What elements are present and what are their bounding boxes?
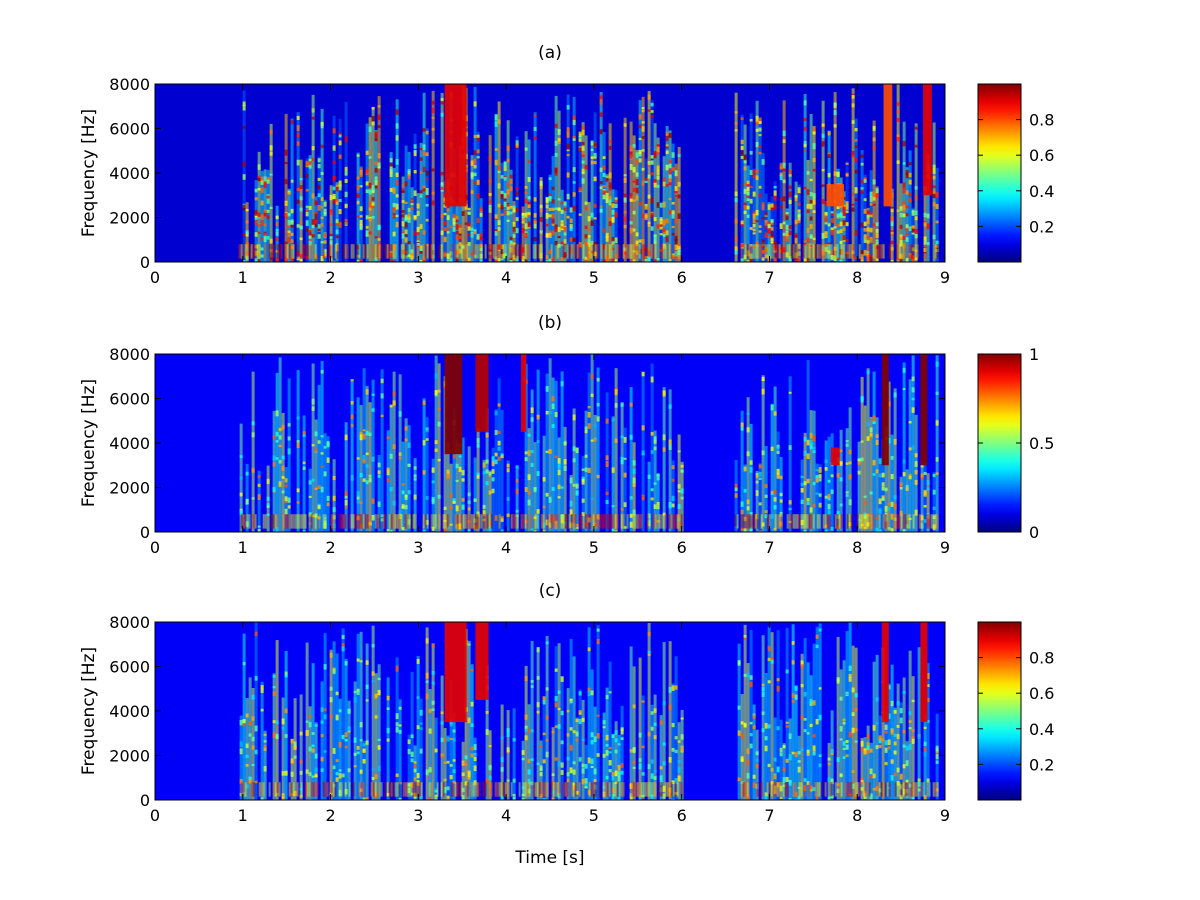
panel-a-y-label: Frequency [Hz] [79, 109, 99, 237]
y-tick-label: 4000 [109, 702, 150, 721]
y-tick-label: 0 [140, 791, 150, 810]
x-tick-label: 4 [501, 268, 511, 287]
panel-b-region-5 [830, 447, 840, 466]
x-tick-label: 5 [589, 806, 599, 825]
colorbar-tick-label: 0.4 [1029, 720, 1054, 739]
x-tick-label: 8 [852, 538, 862, 557]
y-tick-label: 6000 [109, 658, 150, 677]
x-tick-label: 3 [413, 538, 423, 557]
y-tick-label: 6000 [109, 120, 150, 139]
x-tick-label: 6 [677, 538, 687, 557]
panel-c-heatmap [155, 622, 945, 800]
panel-a: (a) 0 1 2 3 4 5 6 7 8 9 0 2000 4000 6000 8000 Frequency … [79, 43, 1054, 287]
panel-c-colorbar: 0.2 0.4 0.6 0.8 [977, 621, 1054, 801]
x-axis-label: Time [s] [514, 848, 584, 868]
colorbar-tick-label: 0 [1029, 523, 1039, 542]
panel-b-region-0 [444, 354, 463, 455]
x-tick-label: 7 [764, 806, 774, 825]
panel-c-title: (c) [539, 581, 562, 601]
x-tick-label: 8 [852, 806, 862, 825]
panel-c: (c) 0 1 2 3 4 5 6 7 8 9 0 2000 4000 6000 8000 Frequency … [79, 581, 1054, 825]
x-tick-label: 5 [589, 268, 599, 287]
panel-a-region-1 [923, 84, 932, 196]
y-tick-label: 0 [140, 253, 150, 272]
y-tick-label: 8000 [109, 345, 150, 364]
y-tick-label: 2000 [109, 479, 150, 498]
x-tick-label: 7 [764, 268, 774, 287]
panel-b-y-label: Frequency [Hz] [79, 379, 99, 507]
x-tick-label: 8 [852, 268, 862, 287]
x-tick-label: 4 [501, 538, 511, 557]
panel-c-region-3 [920, 622, 928, 723]
y-tick-label: 8000 [109, 75, 150, 94]
x-tick-label: 5 [589, 538, 599, 557]
x-tick-label: 0 [150, 538, 160, 557]
y-tick-label: 6000 [109, 390, 150, 409]
panel-a-region-3 [826, 184, 845, 207]
x-tick-label: 4 [501, 806, 511, 825]
x-tick-label: 0 [150, 806, 160, 825]
panel-c-region-1 [475, 622, 489, 700]
y-tick-label: 4000 [109, 164, 150, 183]
panel-b-region-2 [521, 354, 527, 432]
y-tick-label: 2000 [109, 747, 150, 766]
x-tick-label: 0 [150, 268, 160, 287]
colorbar-tick-label: 0.2 [1029, 217, 1054, 236]
panel-a-title: (a) [538, 43, 562, 63]
x-tick-label: 1 [238, 538, 248, 557]
x-tick-label: 6 [677, 806, 687, 825]
panel-b-region-1 [475, 354, 489, 432]
x-tick-label: 7 [764, 538, 774, 557]
colorbar-tick-label: 0.4 [1029, 182, 1054, 201]
colorbar-tick-label: 0.8 [1029, 649, 1054, 668]
x-tick-label: 3 [413, 806, 423, 825]
panel-a-colorbar: 0.2 0.4 0.6 0.8 [977, 83, 1054, 263]
panel-a-region-2 [883, 84, 893, 207]
panel-b-title: (b) [538, 313, 562, 333]
colorbar-tick-label: 0.2 [1029, 755, 1054, 774]
panel-a-heatmap [155, 84, 945, 262]
x-tick-label: 9 [940, 538, 950, 557]
y-tick-label: 2000 [109, 209, 150, 228]
x-tick-label: 9 [940, 806, 950, 825]
x-tick-label: 1 [238, 268, 248, 287]
x-tick-label: 3 [413, 268, 423, 287]
panel-c-y-label: Frequency [Hz] [79, 647, 99, 775]
panel-b-region-3 [881, 354, 889, 466]
x-tick-label: 9 [940, 268, 950, 287]
y-tick-label: 8000 [109, 613, 150, 632]
panel-b-colorbar: 00.51 [977, 345, 1054, 542]
panel-a-region-0 [444, 84, 467, 207]
x-tick-label: 1 [238, 806, 248, 825]
y-tick-label: 0 [140, 523, 150, 542]
colorbar-tick-label: 0.6 [1029, 146, 1054, 165]
x-tick-label: 6 [677, 268, 687, 287]
panel-b-region-4 [920, 354, 928, 466]
colorbar-tick-label: 1 [1029, 345, 1039, 364]
colorbar-tick-label: 0.8 [1029, 111, 1054, 130]
x-tick-label: 2 [325, 268, 335, 287]
panel-b-heatmap [155, 354, 945, 532]
panel-b: (b) 0 1 2 3 4 5 6 7 8 9 0 2000 4000 6000 8000 Frequency … [79, 313, 1054, 557]
x-tick-label: 2 [325, 806, 335, 825]
colorbar-tick-label: 0.5 [1029, 434, 1054, 453]
y-tick-label: 4000 [109, 434, 150, 453]
panel-c-region-2 [881, 622, 889, 723]
x-tick-label: 2 [325, 538, 335, 557]
panel-c-region-0 [444, 622, 467, 723]
colorbar-tick-label: 0.6 [1029, 684, 1054, 703]
